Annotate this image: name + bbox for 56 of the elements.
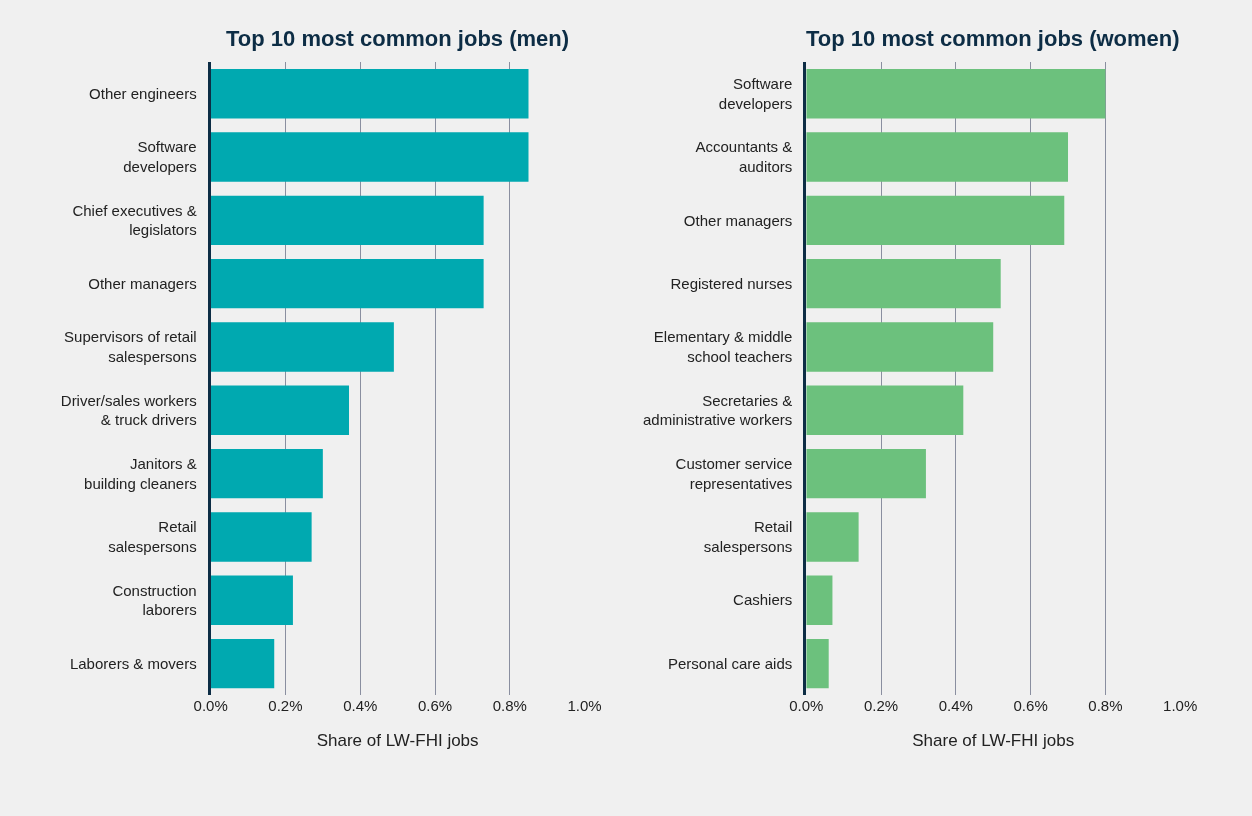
x-tick-label: 0.0% bbox=[789, 697, 824, 715]
bar bbox=[806, 258, 1001, 309]
x-tick-label: 0.2% bbox=[268, 697, 303, 715]
x-tick-label: 0.2% bbox=[863, 697, 899, 715]
chart-title: Top 10 most common jobs (men) bbox=[226, 26, 570, 51]
y-tick-label: Personal care aids bbox=[668, 654, 793, 672]
bar bbox=[210, 68, 529, 119]
x-axis-title: Share of LW-FHI jobs bbox=[912, 730, 1075, 750]
y-tick-label: Registered nurses bbox=[670, 274, 793, 292]
bar bbox=[806, 575, 833, 625]
y-tick-label: Other engineers bbox=[89, 84, 197, 102]
y-tick-label: Elementary & middle school teachers bbox=[653, 328, 793, 365]
x-tick-label: 0.6% bbox=[1013, 697, 1048, 715]
y-tick-label: Secretaries & administrative workers bbox=[643, 391, 793, 429]
y-tick-label: Janitors & building cleaners bbox=[84, 455, 197, 492]
y-tick-label: Software developers bbox=[718, 75, 793, 112]
y-tick-label: Retail salespersons bbox=[703, 518, 793, 555]
y-tick-label: Accountants & auditors bbox=[695, 138, 793, 175]
bar bbox=[806, 448, 926, 499]
x-tick-label: 1.0% bbox=[1163, 697, 1198, 715]
bar bbox=[210, 575, 293, 625]
bar bbox=[210, 258, 484, 309]
bar bbox=[210, 448, 323, 499]
y-tick-label: Other managers bbox=[683, 211, 793, 229]
x-tick-label: 0.8% bbox=[1088, 697, 1123, 715]
y-tick-label: Chief executives & legislators bbox=[72, 201, 197, 239]
bar bbox=[210, 132, 529, 182]
x-tick-label: 1.0% bbox=[567, 697, 602, 715]
y-tick-label: Other managers bbox=[88, 274, 197, 292]
y-tick-label: Retail salespersons bbox=[108, 518, 197, 555]
bar bbox=[210, 638, 275, 689]
y-tick-label: Construction laborers bbox=[112, 581, 197, 619]
x-tick-label: 0.6% bbox=[417, 697, 453, 715]
y-tick-label: Supervisors of retail salespersons bbox=[64, 328, 197, 365]
bar bbox=[806, 132, 1069, 182]
y-tick-label: Driver/sales workers & truck drivers bbox=[60, 391, 197, 429]
x-tick-label: 0.8% bbox=[492, 697, 527, 715]
x-axis-title: Share of LW-FHI jobs bbox=[316, 730, 479, 750]
y-tick-label: Laborers & movers bbox=[69, 654, 197, 672]
bar bbox=[806, 638, 829, 689]
bar bbox=[806, 385, 964, 435]
bar bbox=[806, 322, 994, 372]
x-tick-label: 0.4% bbox=[343, 697, 378, 715]
bar bbox=[806, 68, 1106, 119]
bar bbox=[210, 385, 350, 435]
bar bbox=[806, 512, 859, 562]
x-tick-label: 0.0% bbox=[193, 697, 228, 715]
y-tick-label: Customer service representatives bbox=[675, 455, 793, 492]
bar bbox=[806, 195, 1065, 246]
y-tick-label: Software developers bbox=[123, 138, 197, 175]
bar bbox=[210, 195, 484, 246]
chart-title: Top 10 most common jobs (women) bbox=[806, 26, 1180, 51]
y-tick-label: Cashiers bbox=[733, 591, 793, 609]
x-tick-label: 0.4% bbox=[938, 697, 973, 715]
bar bbox=[210, 512, 312, 562]
bar bbox=[210, 322, 394, 372]
